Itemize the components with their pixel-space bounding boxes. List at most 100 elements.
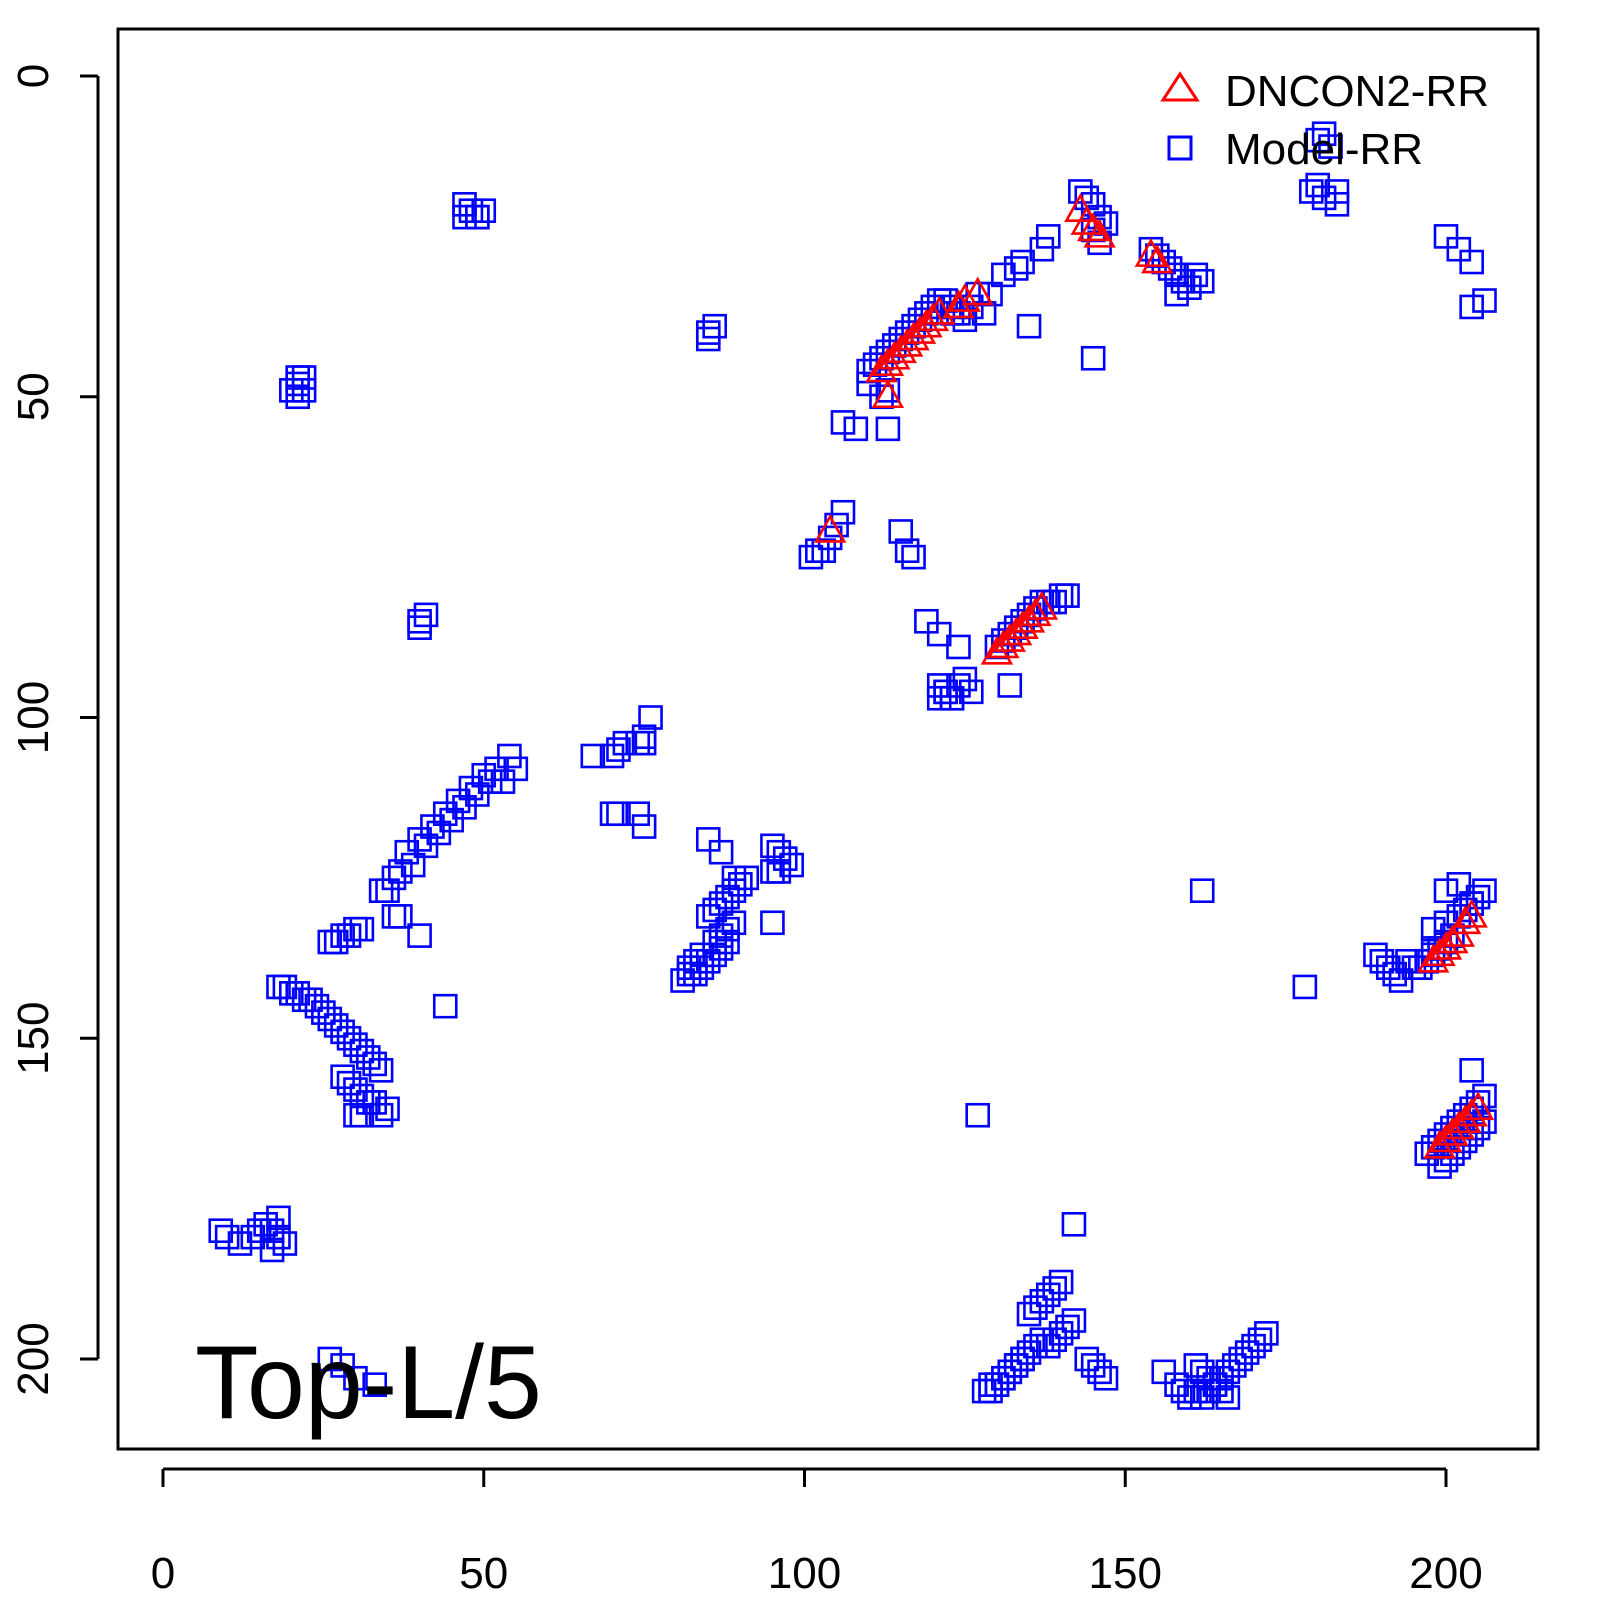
model-rr-point xyxy=(336,923,362,948)
model-rr-point xyxy=(1029,1327,1055,1353)
legend-label-dncon2-rr: DNCON2-RR xyxy=(1225,67,1489,116)
model-rr-point xyxy=(958,679,984,705)
model-rr-point xyxy=(933,679,958,705)
model-rr-point xyxy=(1215,1359,1241,1385)
model-rr-point xyxy=(1035,1333,1061,1359)
model-rr-point xyxy=(323,1013,349,1038)
model-rr-point xyxy=(1375,955,1401,980)
model-rr-point xyxy=(407,923,432,948)
model-rr-point xyxy=(1382,961,1407,987)
model-rr-point xyxy=(978,1372,1003,1397)
model-rr-point xyxy=(1388,968,1414,993)
model-rr-point xyxy=(1042,1327,1067,1353)
model-rr-point xyxy=(240,1224,266,1250)
model-rr-point xyxy=(1048,1321,1074,1346)
legend: DNCON2-RR Model-RR xyxy=(1160,67,1489,174)
model-rr-point xyxy=(926,685,952,711)
dncon2-rr-point xyxy=(1083,218,1116,248)
model-rr-point xyxy=(1061,1211,1087,1237)
model-rr-point xyxy=(991,1365,1016,1391)
model-rr-point xyxy=(1324,192,1350,217)
model-rr-point xyxy=(452,204,477,230)
model-rr-point xyxy=(580,743,606,769)
model-rr-point xyxy=(381,904,407,929)
model-rr-point xyxy=(625,801,651,827)
model-rr-point xyxy=(465,204,490,230)
model-rr-point xyxy=(971,1378,997,1404)
model-rr-point xyxy=(1151,1359,1177,1385)
dncon2-rr-point xyxy=(916,302,950,332)
model-rr-point xyxy=(1305,172,1330,198)
model-rr-point xyxy=(349,916,375,942)
model-rr-point xyxy=(458,198,484,224)
model-rr-point xyxy=(1247,1327,1273,1353)
model-rr-point xyxy=(1093,1365,1119,1391)
model-rr-point xyxy=(695,326,721,352)
model-rr-point xyxy=(894,538,920,564)
model-rr-point xyxy=(971,301,997,326)
model-rr-point xyxy=(304,993,330,1019)
model-rr-point xyxy=(1196,1378,1221,1404)
model-rr-point xyxy=(843,416,869,442)
axes-layer: 0 50 100 150 200 0 50 100 150 200 xyxy=(9,27,1540,1598)
model-rr-point xyxy=(1016,313,1042,339)
model-rr-point xyxy=(343,1077,368,1102)
model-rr-point xyxy=(1055,1314,1080,1340)
model-rr-point xyxy=(413,833,439,859)
model-rr-point xyxy=(772,846,798,871)
model-rr-point xyxy=(1459,1058,1484,1083)
model-rr-point xyxy=(1016,1340,1042,1365)
model-rr-point xyxy=(1023,1295,1048,1320)
model-rr-point xyxy=(997,1359,1023,1385)
plot-frame xyxy=(116,27,1540,1451)
model-rr-point xyxy=(407,608,432,634)
model-rr-point xyxy=(1446,871,1472,897)
model-rr-point xyxy=(432,801,458,827)
model-rr-point xyxy=(1305,127,1330,153)
model-rr-point xyxy=(343,1365,368,1391)
model-rr-point xyxy=(1003,256,1029,281)
model-rr-point xyxy=(343,1032,368,1057)
x-tick-label: 150 xyxy=(1089,1549,1162,1598)
panel-label: Top-L/5 xyxy=(195,1325,542,1441)
dncon2-rr-point xyxy=(1455,898,1488,928)
model-rr-point xyxy=(484,756,509,782)
model-rr-point xyxy=(208,1218,234,1243)
model-rr-point xyxy=(439,807,464,833)
model-rr-point xyxy=(426,820,452,846)
model-rr-point xyxy=(452,795,477,820)
y-tick-label: 50 xyxy=(9,372,58,421)
model-rr-point xyxy=(760,833,785,859)
dncon2-rr-point xyxy=(922,295,956,325)
model-rr-point xyxy=(400,852,426,878)
model-rr-point xyxy=(285,981,311,1006)
model-rr-point xyxy=(638,705,663,730)
model-rr-point xyxy=(432,993,458,1019)
model-rr-point xyxy=(695,904,721,929)
model-rr-point xyxy=(708,936,734,961)
y-tick-label: 150 xyxy=(9,1002,58,1075)
model-rr-point xyxy=(721,865,747,891)
model-rr-point xyxy=(715,929,740,955)
model-rr-point xyxy=(606,737,631,762)
y-tick-label: 100 xyxy=(9,681,58,754)
model-rr-point xyxy=(1087,1359,1112,1385)
model-rr-point xyxy=(1459,891,1484,916)
legend-label-model-rr: Model-RR xyxy=(1225,125,1423,174)
model-rr-point xyxy=(388,859,413,884)
model-rr-point xyxy=(368,1102,394,1128)
model-rr-point xyxy=(1459,294,1484,320)
model-rr-point xyxy=(291,378,317,403)
model-rr-point xyxy=(830,410,856,435)
model-rr-point xyxy=(779,852,804,878)
model-rr-point xyxy=(631,814,657,839)
model-rr-point xyxy=(317,1006,343,1032)
model-rr-point xyxy=(394,839,420,865)
model-rr-point xyxy=(631,730,657,756)
model-rr-point xyxy=(926,621,952,647)
model-rr-point xyxy=(1189,268,1215,294)
model-rr-point xyxy=(708,923,734,948)
model-rr-point xyxy=(1433,878,1459,904)
model-rr-point xyxy=(227,1231,253,1256)
model-rr-point xyxy=(1414,1141,1440,1167)
